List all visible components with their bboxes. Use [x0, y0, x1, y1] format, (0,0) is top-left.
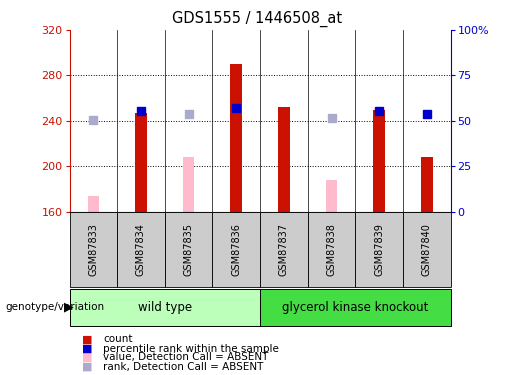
Text: ■: ■ — [82, 352, 93, 362]
Text: GSM87839: GSM87839 — [374, 223, 384, 276]
Bar — [135, 113, 147, 212]
Bar — [260, 212, 308, 287]
Text: ■: ■ — [82, 344, 93, 354]
Text: GSM87840: GSM87840 — [422, 223, 432, 276]
Text: count: count — [103, 334, 132, 344]
Text: GSM87838: GSM87838 — [327, 223, 336, 276]
Bar — [117, 212, 165, 287]
Bar — [278, 107, 290, 212]
Text: genotype/variation: genotype/variation — [5, 302, 104, 312]
Bar — [260, 289, 451, 326]
Text: ■: ■ — [82, 334, 93, 344]
Text: GSM87833: GSM87833 — [89, 223, 98, 276]
Text: value, Detection Call = ABSENT: value, Detection Call = ABSENT — [103, 352, 268, 362]
Bar — [421, 158, 433, 212]
Text: GSM87835: GSM87835 — [184, 223, 194, 276]
Bar — [403, 212, 451, 287]
Bar — [230, 64, 242, 212]
Text: wild type: wild type — [138, 301, 192, 314]
Bar — [307, 212, 355, 287]
Bar — [70, 212, 117, 287]
Bar — [355, 212, 403, 287]
Bar — [212, 212, 260, 287]
Text: ▶: ▶ — [64, 300, 74, 313]
Bar — [88, 196, 98, 212]
Text: ■: ■ — [82, 362, 93, 372]
Text: GDS1555 / 1446508_at: GDS1555 / 1446508_at — [173, 11, 342, 27]
Bar — [183, 158, 194, 212]
Text: GSM87836: GSM87836 — [231, 223, 241, 276]
Bar — [327, 180, 337, 212]
Bar — [165, 212, 212, 287]
Text: percentile rank within the sample: percentile rank within the sample — [103, 344, 279, 354]
Text: GSM87834: GSM87834 — [136, 223, 146, 276]
Text: GSM87837: GSM87837 — [279, 223, 289, 276]
Bar — [373, 110, 385, 212]
Text: glycerol kinase knockout: glycerol kinase knockout — [282, 301, 428, 314]
Text: rank, Detection Call = ABSENT: rank, Detection Call = ABSENT — [103, 362, 263, 372]
Bar — [70, 289, 260, 326]
